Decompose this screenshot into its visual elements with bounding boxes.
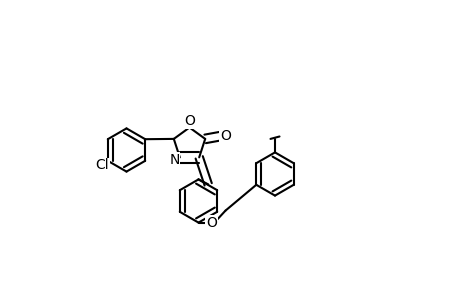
Text: O: O [206, 216, 216, 230]
Text: O: O [184, 114, 195, 128]
Text: Cl: Cl [95, 158, 109, 172]
Text: O: O [219, 129, 230, 143]
Text: N: N [169, 153, 179, 167]
